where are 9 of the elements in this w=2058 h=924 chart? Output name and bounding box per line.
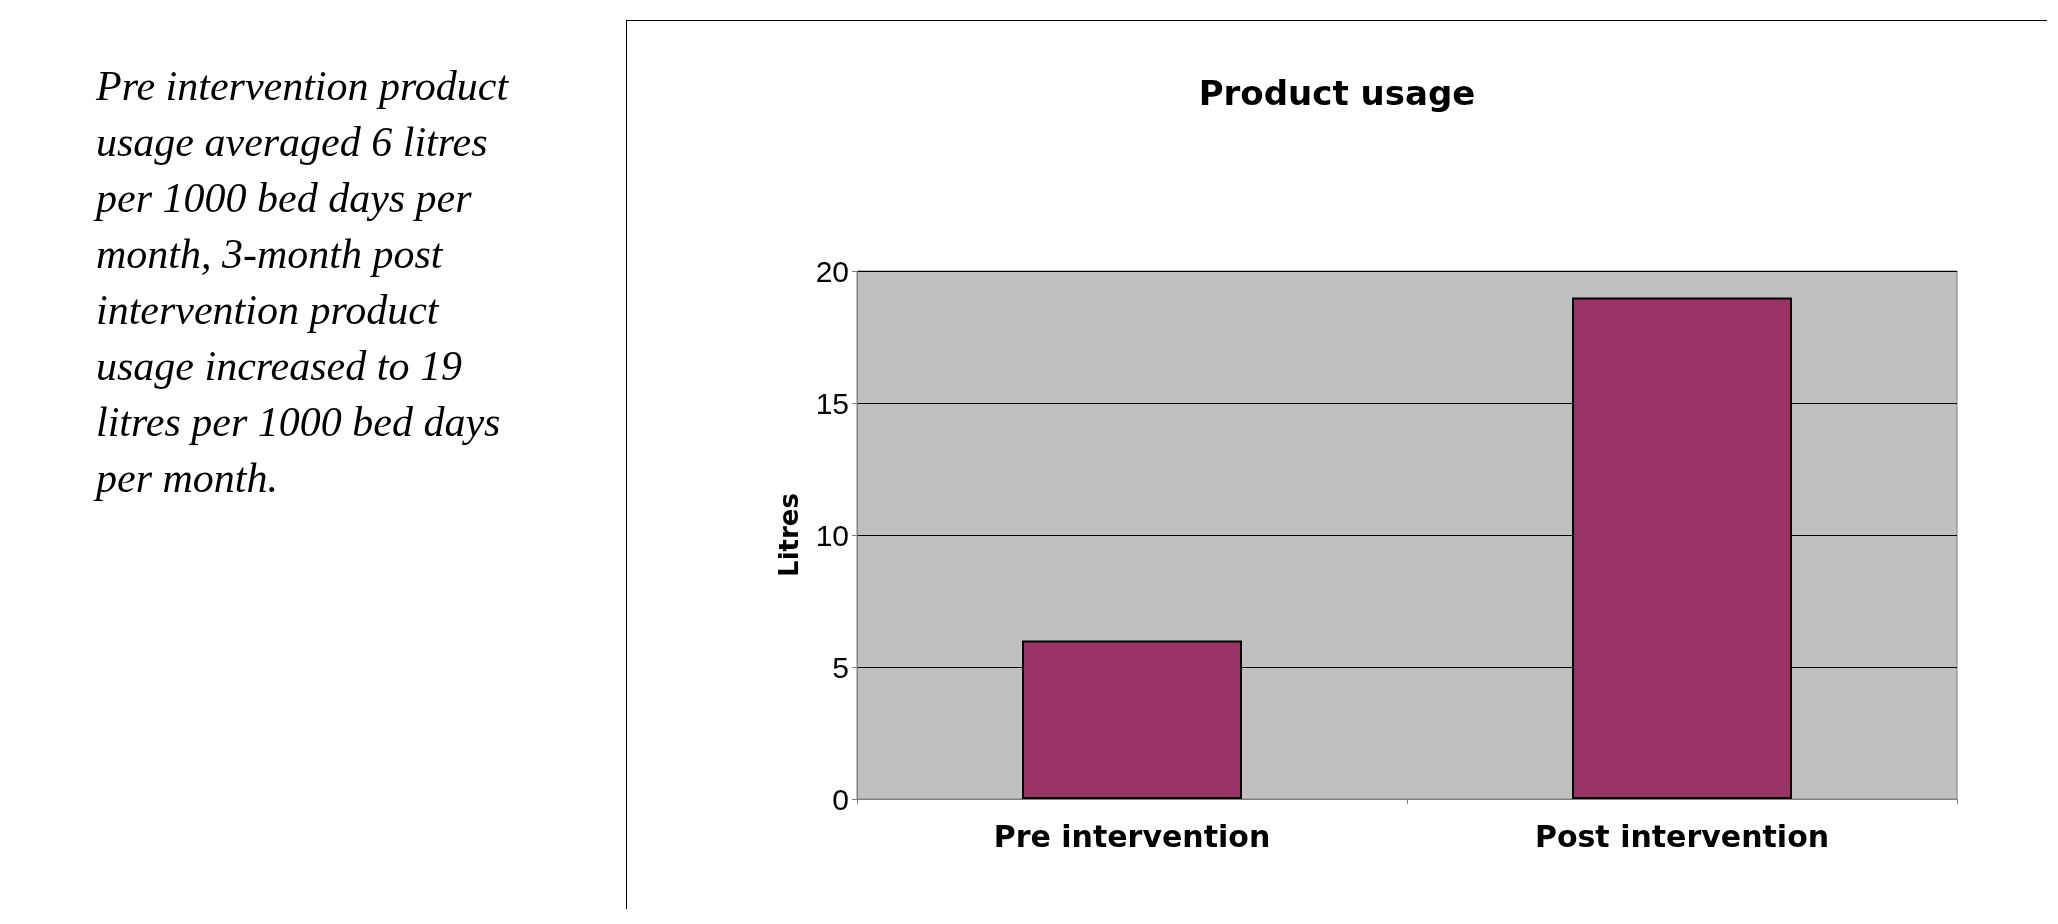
x-tick-label: Post intervention [1534, 818, 1830, 854]
chart-title: Product usage [1198, 73, 1476, 113]
y-tick-label: 10 [815, 518, 849, 552]
y-tick-label: 15 [815, 386, 849, 420]
x-tick-label: Pre intervention [993, 818, 1271, 854]
y-tick-label: 20 [815, 254, 849, 288]
y-axis-title: Litres [774, 493, 804, 577]
y-tick-label: 5 [832, 650, 849, 684]
y-tick-label: 0 [832, 782, 849, 816]
